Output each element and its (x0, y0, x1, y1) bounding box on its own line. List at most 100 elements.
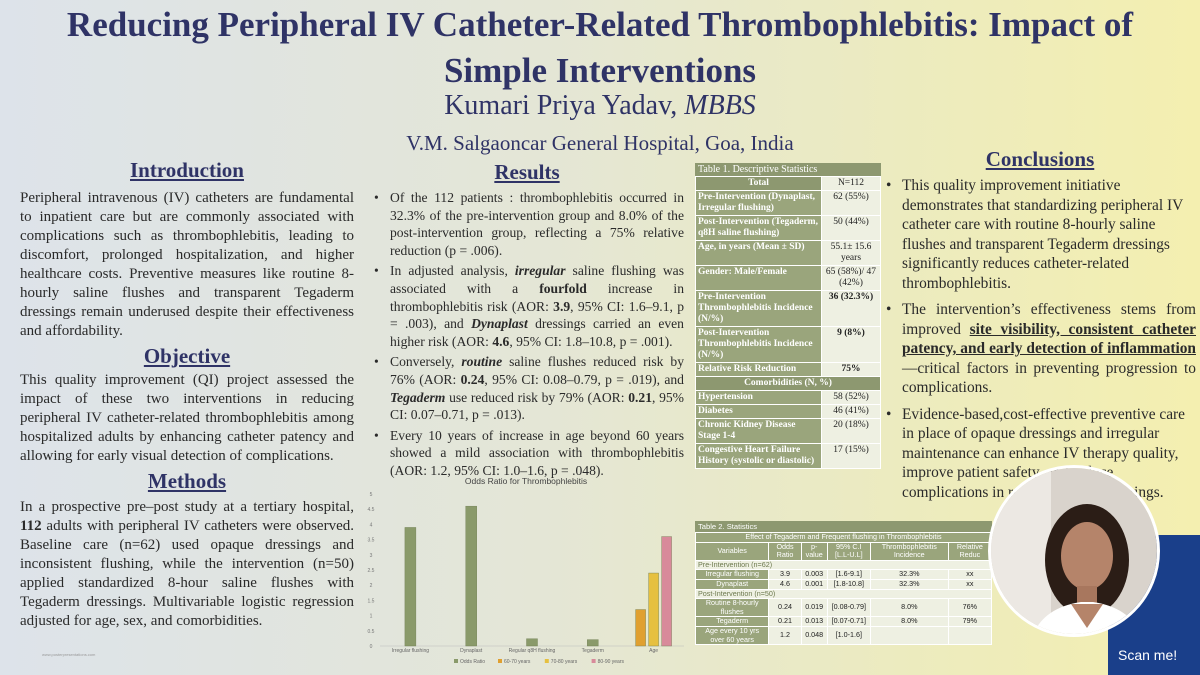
table-2-cell: 76% (947, 598, 993, 618)
author: Kumari Priya Yadav, MBBS (0, 90, 1200, 122)
table-2-column-header: Relative Reduc (947, 541, 993, 561)
table-1-value: N=112 (821, 176, 881, 191)
table-1-value: 36 (32.3%) (821, 290, 881, 327)
table-2-row: Age every 10 yrs over 60 years 1.2 0.048 [1… (694, 625, 993, 646)
table-1-row: Relative Risk Reduction 75% (695, 362, 881, 377)
table-1-label: Gender: Male/Female (695, 265, 822, 291)
legend-label: Odds Ratio (460, 659, 485, 665)
table-1-value: 20 (18%) (821, 418, 881, 444)
bar (587, 639, 599, 647)
y-tick-label: 2.5 (368, 568, 375, 574)
result-item: Every 10 years of increase in age beyond… (370, 427, 684, 480)
table-2-cell (947, 625, 993, 646)
table-2-variable: Routine 8-hourly flushes (694, 598, 770, 618)
title-line-1: Reducing Peripheral IV Catheter-Related … (66, 5, 1134, 44)
table-2-column-header: Variables (694, 541, 770, 561)
legend-swatch (544, 659, 549, 663)
result-item: Of the 112 patients : thrombophlebitis o… (370, 189, 684, 259)
table-1-label: Post-Intervention Thrombophlebitis Incid… (695, 326, 822, 363)
methods-heading: Methods (147, 469, 227, 493)
table-1-value: 17 (15%) (821, 443, 881, 469)
y-tick-label: 5 (370, 492, 373, 498)
y-tick-label: 3.5 (368, 538, 375, 544)
table-2-variable: Age every 10 yrs over 60 years (694, 625, 770, 646)
title-line-2: Simple Interventions (443, 51, 757, 90)
conclusions-column: Conclusions This quality improvement ini… (884, 147, 1196, 509)
legend-swatch (454, 659, 458, 663)
introduction-text: Peripheral intravenous (IV) catheters ar… (20, 190, 354, 339)
table-1-label: Congestive Heart Failure History (systol… (695, 443, 822, 469)
table-2-variable: Tegaderm (694, 616, 770, 627)
bar (661, 536, 672, 647)
y-tick-label: 1.5 (368, 598, 375, 604)
chart-title: Odds Ratio for Thrombophlebitis (465, 476, 587, 486)
x-tick-label: Regular q8H flushing (509, 648, 556, 654)
table-2-cell: 1.2 (768, 625, 802, 646)
table-1-value: 62 (55%) (821, 190, 881, 216)
results-heading: Results (494, 160, 560, 184)
table-1-label: Total (695, 176, 822, 191)
table-2-caption: Table 2. Statistics (695, 521, 992, 532)
table-2-cell: 0.048 (800, 625, 828, 646)
objective-heading: Objective (143, 344, 231, 368)
table-1-row: Pre-Intervention Thrombophlebitis Incide… (695, 290, 881, 327)
table-1-caption: Table 1. Descriptive Statistics (695, 163, 881, 176)
table-2-row: Routine 8-hourly flushes 0.24 0.019 [0.08-0… (694, 598, 993, 618)
table-2: Table 2. Statistics Effect of Tegaderm a… (694, 521, 993, 646)
table-1-value: 50 (44%) (821, 215, 881, 241)
table-2-cell (869, 625, 949, 646)
conclusion-item: This quality improvement initiative demo… (884, 176, 1196, 293)
table-1-label: Relative Risk Reduction (695, 362, 822, 377)
bar (526, 638, 538, 647)
y-tick-label: 0 (370, 644, 373, 650)
affiliation: V.M. Salgaoncar General Hospital, Goa, I… (406, 131, 794, 155)
y-tick-label: 0.5 (368, 629, 375, 635)
table-2-cell: xx (947, 578, 993, 590)
table-1-row: Diabetes 46 (41%) (695, 404, 881, 419)
statistics-table: Effect of Tegaderm and Frequent flushing… (694, 532, 993, 646)
x-tick-label: Age (649, 648, 658, 654)
presenter-video[interactable] (988, 465, 1160, 637)
table-2-cell: 0.24 (768, 598, 802, 618)
descriptive-statistics-table: Total N=112 Pre-Intervention (Dynaplast, I… (695, 176, 881, 469)
legend-label: 70-80 years (551, 659, 578, 665)
introduction-heading: Introduction (130, 158, 244, 182)
table-2-cell: 79% (947, 616, 993, 627)
methods-text: In a prospective pre–post study at a ter… (20, 499, 354, 629)
table-1-row: Gender: Male/Female 65 (58%)/ 47 (42%) (695, 265, 881, 291)
table-2-cell: 8.0% (869, 598, 949, 618)
author-name: Kumari Priya Yadav, (444, 90, 685, 121)
table-2-row: Dynaplast 4.6 0.001 [1.8-10.8] 32.3% xx (694, 578, 993, 590)
table-1: Table 1. Descriptive Statistics Total N=1… (695, 163, 881, 469)
x-tick-label: Irregular flushing (392, 648, 429, 654)
table-2-subcaption: Effect of Tegaderm and Frequent flushing… (695, 532, 992, 543)
table-2-cell: 0.001 (800, 578, 828, 590)
table-1-value: 55.1± 15.6 years (821, 240, 881, 266)
conclusions-heading: Conclusions (985, 147, 1095, 171)
table-1-row: Chronic Kidney Disease Stage 1-4 20 (18%) (695, 418, 881, 444)
table-1-label: Hypertension (695, 390, 822, 405)
table-2-column-header: 95% C.I [L.L-U.L] (826, 541, 871, 561)
y-tick-label: 1 (370, 614, 373, 620)
table-2-cell: [1.0-1.6] (826, 625, 871, 646)
conclusion-item: The intervention’s effectiveness stems f… (884, 300, 1196, 398)
table-1-row: Post-Intervention (Tegaderm, q8H saline … (695, 215, 881, 241)
poster-title: Reducing Peripheral IV Catheter-Related … (0, 2, 1200, 94)
table-1-value: 75% (821, 362, 881, 377)
legend-swatch (591, 659, 596, 663)
result-item: Conversely, routine saline flushes reduc… (370, 353, 684, 423)
table-1-row: Hypertension 58 (52%) (695, 390, 881, 405)
table-1-label: Pre-Intervention (Dynaplast, Irregular f… (695, 190, 822, 216)
y-tick-label: 3 (370, 553, 373, 559)
table-2-column-header: Odds Ratio (768, 541, 802, 561)
y-tick-label: 4 (370, 522, 373, 528)
left-column: Introduction Peripheral intravenous (IV)… (20, 158, 354, 631)
bar (465, 505, 477, 647)
table-2-row: Tegaderm 0.21 0.013 [0.07-0.71] 8.0% 79% (694, 616, 993, 627)
table-1-value: 58 (52%) (821, 390, 881, 405)
table-1-label: Pre-Intervention Thrombophlebitis Incide… (695, 290, 822, 327)
table-1-label: Diabetes (695, 404, 822, 419)
results-column: Results Of the 112 patients : thrombophl… (370, 160, 684, 483)
x-tick-label: Tegaderm (582, 648, 604, 654)
odds-ratio-chart: Odds Ratio for Thrombophlebitis 0 0.5 1 1.5 2… (368, 476, 684, 665)
